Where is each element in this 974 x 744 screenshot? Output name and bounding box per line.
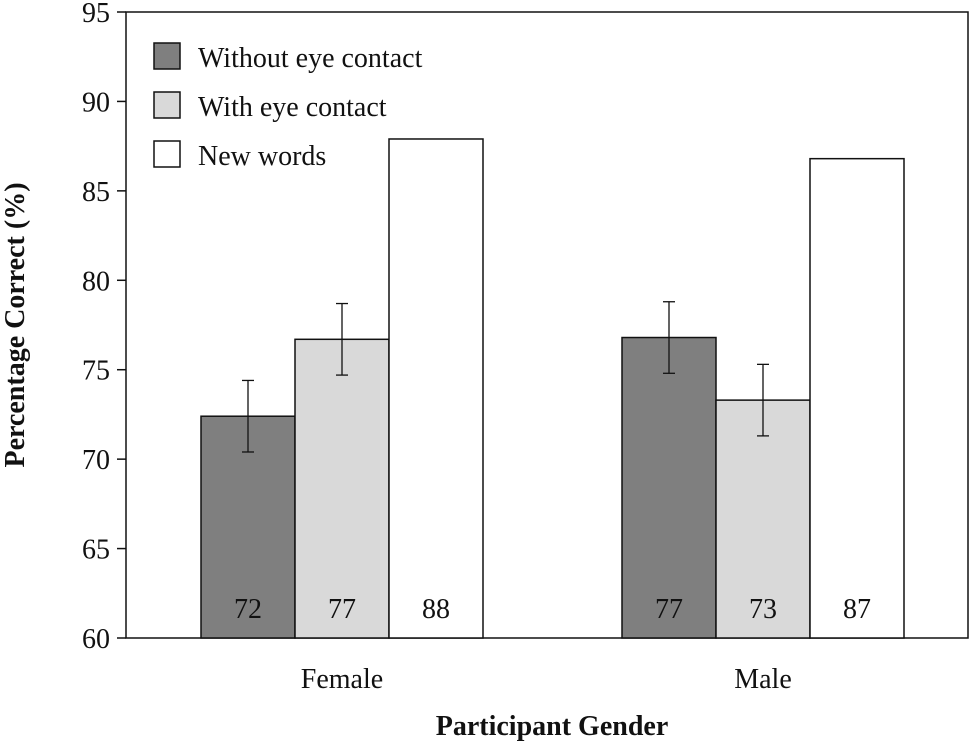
bar	[200, 415, 296, 639]
bar	[388, 138, 484, 639]
y-tick-label: 60	[82, 624, 110, 655]
y-tick-label: 70	[82, 445, 110, 476]
y-tick-label: 80	[82, 266, 110, 297]
y-tick-label: 90	[82, 87, 110, 118]
x-tick-label: Female	[301, 664, 383, 695]
error-bars-layer	[242, 301, 769, 453]
data-label: 87	[843, 594, 871, 625]
bar	[621, 336, 717, 639]
legend-swatch	[153, 140, 181, 168]
y-tick-label: 75	[82, 356, 110, 387]
bars-layer	[200, 138, 905, 639]
y-tick-label: 85	[82, 177, 110, 208]
data-label: 88	[422, 594, 450, 625]
bar	[809, 157, 905, 639]
legend-swatch	[153, 42, 181, 70]
data-labels-layer: 72 77 88 77 73 87	[234, 594, 871, 625]
x-tick-label: Male	[734, 664, 792, 695]
bar	[715, 399, 811, 639]
legend: Without eye contact With eye contact New w…	[153, 42, 423, 172]
legend-label: With eye contact	[198, 92, 387, 123]
legend-label: Without eye contact	[198, 43, 423, 74]
legend-swatch	[153, 91, 181, 119]
y-tick-label: 95	[82, 0, 110, 29]
x-axis-title: Participant Gender	[436, 711, 669, 742]
x-axis: Female Male	[301, 664, 792, 695]
data-label: 77	[328, 594, 356, 625]
data-label: 77	[655, 594, 683, 625]
data-label: 73	[749, 594, 777, 625]
data-label: 72	[234, 594, 262, 625]
y-tick-label: 65	[82, 535, 110, 566]
legend-label: New words	[198, 141, 326, 172]
y-axis-title: Percentage Correct (%)	[0, 182, 31, 467]
y-axis: 60 65 70 75 80 85 90 95	[82, 0, 126, 655]
